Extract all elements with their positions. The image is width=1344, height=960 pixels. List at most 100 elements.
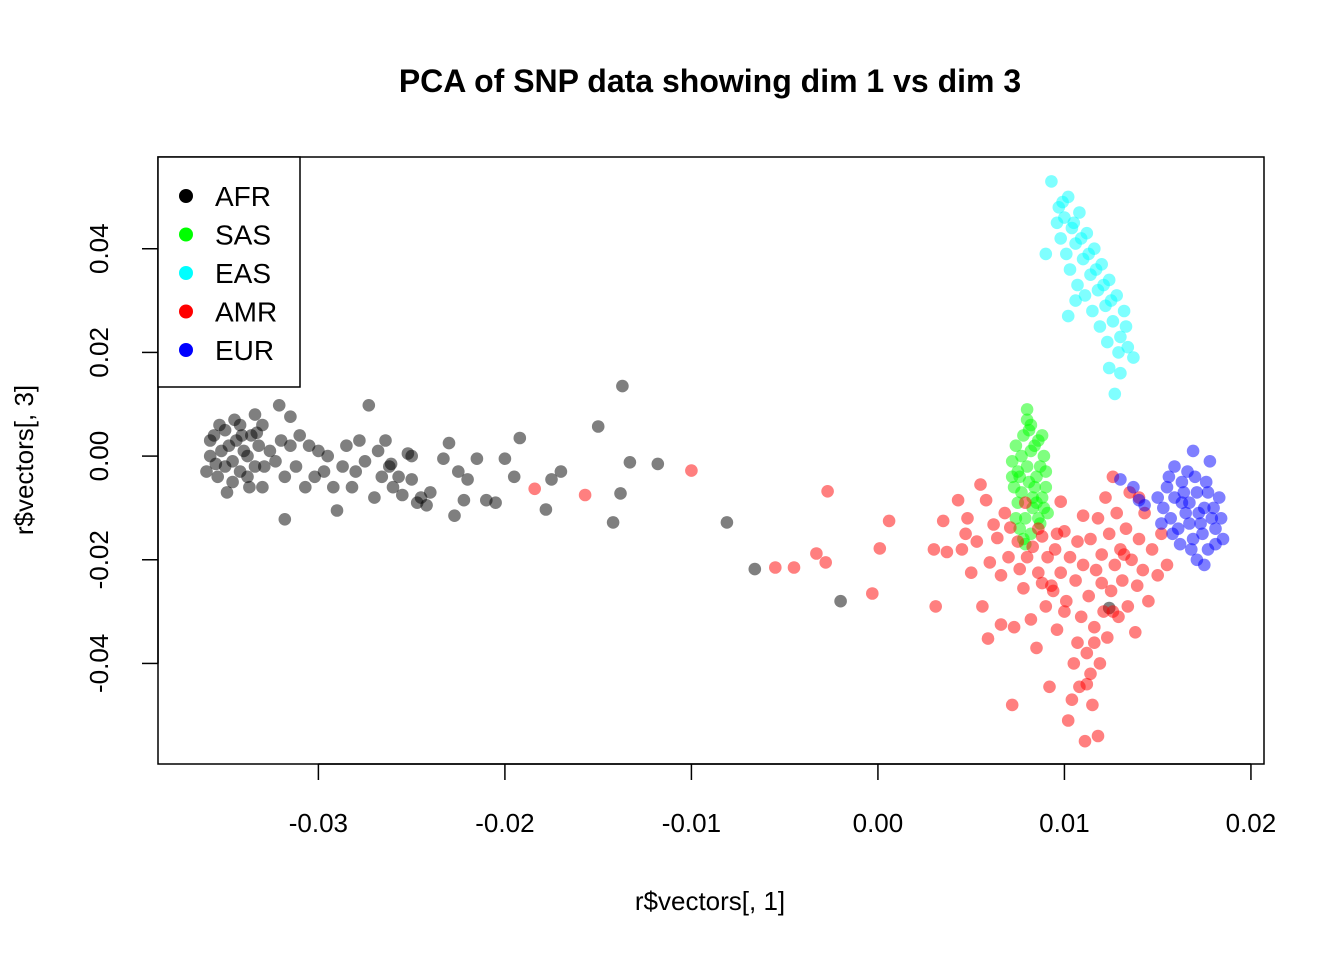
legend-item-afr: AFR (179, 181, 271, 212)
data-point (1063, 550, 1077, 564)
data-point (1145, 543, 1159, 556)
data-point (976, 600, 989, 613)
data-point (1086, 304, 1099, 318)
x-axis-label: r$vectors[, 1] (635, 886, 785, 916)
series-afr (200, 379, 1116, 615)
data-point (1199, 475, 1213, 489)
data-point (1177, 486, 1191, 499)
data-point (1041, 550, 1054, 564)
data-point (470, 452, 484, 466)
data-point (651, 457, 665, 471)
data-point (1039, 247, 1053, 261)
data-point (1017, 582, 1030, 595)
points-layer (200, 175, 1230, 748)
data-point (386, 480, 400, 494)
data-point (720, 516, 734, 529)
data-point (1121, 340, 1135, 354)
data-point (220, 486, 234, 499)
data-point (1032, 522, 1045, 535)
data-point (1071, 535, 1084, 548)
data-point (312, 444, 325, 458)
legend-marker (179, 304, 193, 319)
data-point (1076, 509, 1090, 522)
x-tick-label: 0.01 (1039, 808, 1090, 838)
data-point (278, 513, 292, 526)
data-point (623, 456, 637, 469)
data-point (819, 556, 832, 569)
data-point (457, 493, 471, 507)
data-point (1101, 335, 1114, 349)
data-point (1011, 465, 1025, 478)
data-point (1095, 576, 1108, 590)
data-point (821, 485, 834, 498)
data-point (330, 504, 344, 517)
data-point (1082, 589, 1095, 603)
data-point (606, 516, 620, 529)
data-point (1106, 605, 1120, 618)
data-point (1132, 493, 1146, 507)
data-point (1205, 512, 1219, 525)
data-point (1097, 605, 1110, 618)
data-point (1078, 289, 1092, 302)
data-point (929, 600, 942, 613)
data-point (226, 475, 239, 489)
data-point (1108, 558, 1122, 572)
data-point (1013, 522, 1026, 535)
data-point (299, 480, 312, 494)
data-point (959, 527, 972, 541)
data-point (241, 449, 254, 463)
data-point (1104, 294, 1118, 307)
data-point (1002, 550, 1015, 564)
data-point (1132, 532, 1146, 546)
series-eas (1039, 175, 1140, 401)
data-point (1108, 387, 1122, 401)
data-point (1005, 698, 1019, 712)
legend-marker (179, 189, 193, 203)
data-point (834, 594, 847, 608)
y-tick-label: 0.04 (84, 223, 114, 274)
data-point (1201, 486, 1215, 499)
chart-title: PCA of SNP data showing dim 1 vs dim 3 (399, 63, 1021, 99)
data-point (1166, 527, 1179, 541)
data-point (1175, 496, 1189, 510)
data-point (1136, 563, 1150, 577)
data-point (269, 455, 282, 468)
data-point (248, 408, 262, 421)
data-point (866, 587, 879, 600)
data-point (1076, 558, 1090, 572)
data-point (1019, 512, 1032, 525)
data-point (1080, 677, 1094, 691)
data-point (1069, 574, 1082, 587)
data-point (1194, 517, 1207, 530)
data-point (1067, 216, 1081, 230)
series-amr (528, 464, 1174, 748)
data-point (263, 444, 277, 458)
data-point (991, 531, 1004, 545)
data-point (424, 486, 437, 499)
data-point (1019, 496, 1032, 510)
x-tick-label: -0.02 (475, 808, 534, 838)
data-point (278, 470, 292, 484)
data-point (371, 444, 385, 458)
data-point (362, 399, 376, 412)
data-point (461, 473, 474, 486)
data-point (1151, 569, 1164, 582)
data-point (961, 512, 974, 525)
data-point (539, 503, 553, 516)
data-point (396, 488, 409, 502)
data-point (1183, 517, 1196, 530)
legend-label: EUR (215, 335, 274, 366)
data-point (1104, 584, 1118, 598)
data-point (983, 556, 997, 569)
data-point (1074, 232, 1088, 245)
data-point (448, 509, 461, 522)
data-point (616, 379, 629, 393)
data-point (442, 436, 456, 450)
legend-marker (179, 343, 193, 357)
data-point (302, 439, 316, 453)
data-point (489, 496, 502, 510)
data-point (1168, 460, 1181, 473)
data-point (1071, 278, 1084, 292)
data-point (226, 455, 239, 468)
